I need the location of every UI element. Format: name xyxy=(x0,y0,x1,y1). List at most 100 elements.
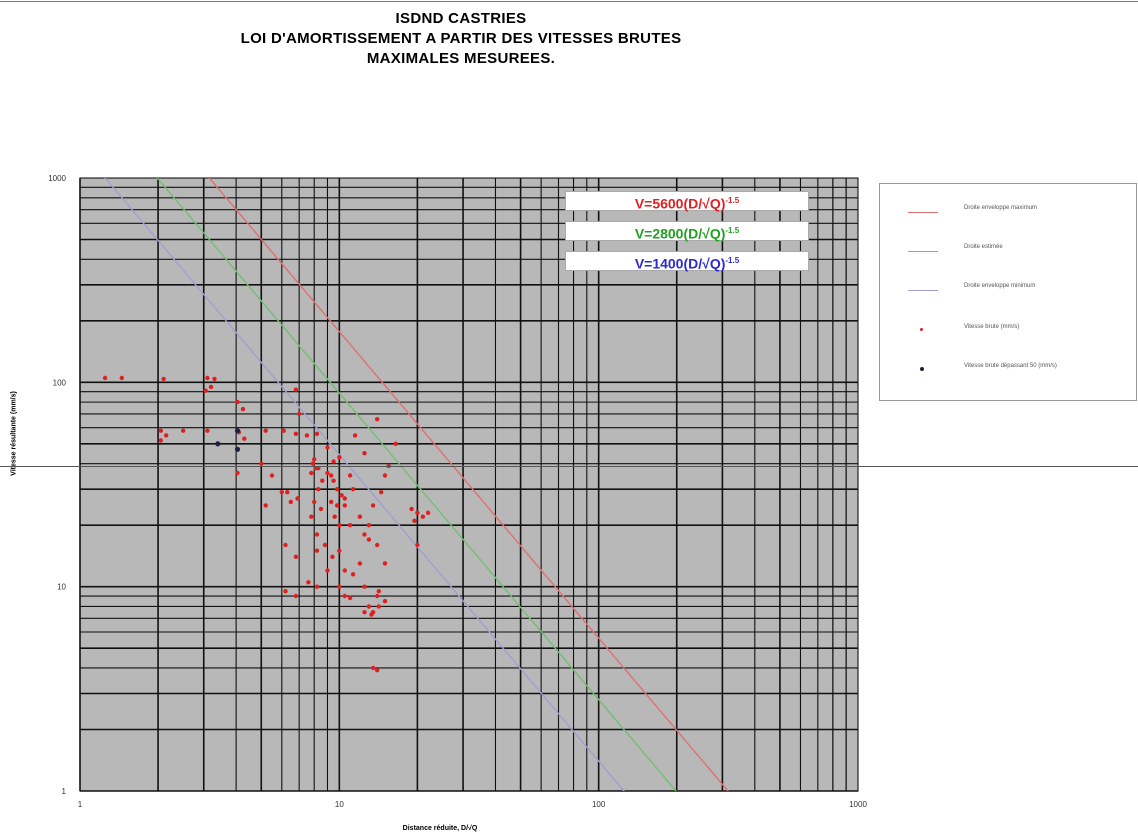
data-point xyxy=(337,523,342,528)
legend-item-estimated: Droite estimée xyxy=(880,237,1138,267)
equation-blue-text: V=1400(D/√Q) xyxy=(634,255,726,272)
data-point xyxy=(297,411,302,417)
data-point xyxy=(119,375,125,381)
x-tick-label: 10 xyxy=(335,800,344,809)
data-point xyxy=(325,445,330,450)
data-point xyxy=(362,451,367,456)
data-point xyxy=(376,604,381,609)
data-point xyxy=(382,598,388,604)
data-point xyxy=(337,548,342,553)
data-point xyxy=(309,514,314,519)
data-point-over-50 xyxy=(215,441,221,447)
equation-green-text: V=2800(D/√Q) xyxy=(634,225,726,242)
data-point xyxy=(205,428,210,433)
legend-label: Vitesse brute dépassant 50 (mm/s) xyxy=(964,363,1057,369)
data-point xyxy=(342,568,347,573)
legend-item-raw-speed-over-50: Vitesse brute dépassant 50 (mm/s) xyxy=(880,356,1138,386)
x-tick-label: 1 xyxy=(78,800,83,809)
equation-green-exponent: -1.5 xyxy=(725,226,740,235)
y-tick-label: 1000 xyxy=(48,174,66,183)
x-tick-label: 100 xyxy=(592,800,606,809)
data-point xyxy=(330,554,335,559)
data-point xyxy=(339,493,344,498)
chart-title-line-3: MAXIMALES MESUREES. xyxy=(366,50,556,67)
data-point xyxy=(337,455,342,460)
power-law-line xyxy=(208,178,729,791)
data-point xyxy=(295,496,300,501)
data-point xyxy=(325,568,330,573)
data-point xyxy=(203,388,208,393)
data-point xyxy=(240,406,246,412)
data-point xyxy=(269,473,275,478)
data-point xyxy=(347,473,353,478)
power-law-line xyxy=(156,178,677,791)
x-tick-label: 1000 xyxy=(849,800,867,809)
legend-label: Droite enveloppe minimum xyxy=(964,283,1036,289)
data-point xyxy=(366,604,372,609)
data-point xyxy=(329,473,334,478)
legend-item-min-envelope: Droite enveloppe minimum xyxy=(880,276,1138,306)
legend-item-max-envelope: Droite enveloppe maximum xyxy=(880,198,1138,228)
data-point xyxy=(352,433,358,438)
data-point xyxy=(325,470,330,476)
data-point xyxy=(235,399,240,405)
data-point xyxy=(342,496,347,501)
data-point xyxy=(375,593,380,599)
data-point xyxy=(318,506,324,512)
data-point xyxy=(357,561,363,566)
data-point xyxy=(382,473,388,478)
chart-title-line-2: LOI D'AMORTISSEMENT A PARTIR DES VITESSE… xyxy=(240,30,682,47)
data-point xyxy=(347,595,353,601)
data-point xyxy=(316,487,321,492)
data-point xyxy=(242,436,247,441)
data-point xyxy=(293,387,299,392)
data-point xyxy=(314,431,320,436)
data-point xyxy=(283,589,288,594)
data-point xyxy=(310,461,315,466)
legend-dot-swatch xyxy=(920,328,923,331)
data-point xyxy=(279,490,284,495)
data-point xyxy=(293,593,299,599)
data-point xyxy=(322,542,328,548)
equation-blue-box: V=1400(D/√Q)-1.5 xyxy=(565,251,809,272)
data-point xyxy=(334,503,340,508)
data-point xyxy=(329,499,334,505)
data-point xyxy=(293,431,299,436)
equation-red-exponent: -1.5 xyxy=(725,196,740,205)
data-point xyxy=(375,668,380,673)
data-point xyxy=(235,470,240,476)
data-point xyxy=(420,514,426,519)
equation-red-box: V=5600(D/√Q)-1.5 xyxy=(565,191,809,212)
legend-line-swatch xyxy=(908,251,938,252)
mid-rule xyxy=(0,466,1138,467)
data-point xyxy=(376,589,381,594)
data-point xyxy=(164,433,169,438)
data-point xyxy=(205,375,210,381)
data-point xyxy=(263,503,268,508)
data-point xyxy=(181,428,186,433)
data-point xyxy=(312,499,317,505)
chart-title-line-1: ISDND CASTRIES xyxy=(395,10,527,27)
data-point xyxy=(331,459,336,464)
data-point-over-50 xyxy=(234,428,241,434)
equation-blue-exponent: -1.5 xyxy=(725,256,740,265)
data-point xyxy=(285,490,290,495)
data-point xyxy=(102,375,108,381)
data-point xyxy=(263,428,268,433)
data-point-over-50 xyxy=(234,446,241,452)
top-rule xyxy=(0,1,1138,2)
data-point xyxy=(362,584,367,589)
power-law-line xyxy=(104,178,625,791)
data-point xyxy=(362,532,367,537)
data-point xyxy=(304,433,310,438)
data-point xyxy=(306,580,311,585)
data-point xyxy=(316,466,321,471)
data-point xyxy=(337,584,342,589)
data-point xyxy=(320,478,325,483)
data-point xyxy=(342,593,347,599)
y-tick-label: 1 xyxy=(62,787,67,796)
data-point xyxy=(312,457,317,462)
legend-label: Droite estimée xyxy=(964,244,1003,250)
data-point xyxy=(309,470,314,476)
data-point xyxy=(375,417,380,422)
